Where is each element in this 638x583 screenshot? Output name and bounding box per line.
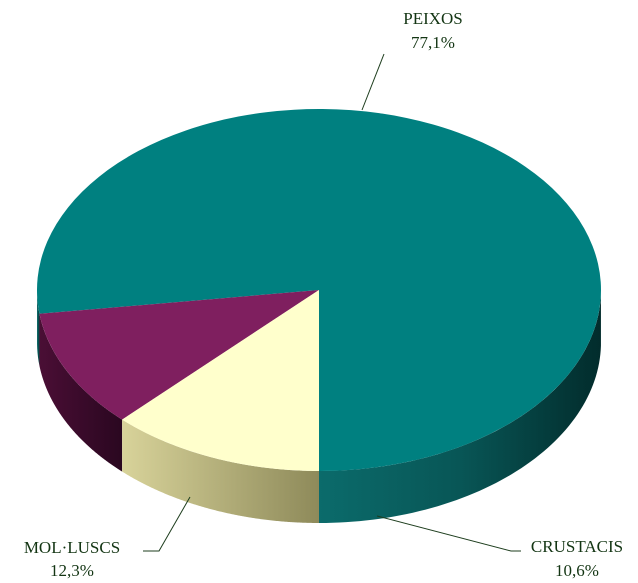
- pie-side-peixos: [37, 291, 40, 366]
- pie-side-mol-luscs: [122, 419, 320, 523]
- pie-side-crustacis: [39, 313, 123, 472]
- slice-label-crustacis: CRUSTACIS: [531, 537, 623, 556]
- pie-tops: [36, 109, 601, 472]
- leader-line-crustacis: [376, 515, 521, 552]
- leader-line-mol-luscs: [143, 496, 191, 552]
- slice-label-mol-luscs: MOL·LUSCS: [24, 538, 120, 557]
- pie-labels: PEIXOS 77,1% CRUSTACIS 10,6% MOL·LUSCS 12,3%: [24, 9, 623, 580]
- slice-value-mol-luscs: 12,3%: [50, 561, 94, 580]
- pie-sides: [37, 291, 601, 523]
- slice-value-peixos: 77,1%: [411, 33, 455, 52]
- slice-value-crustacis: 10,6%: [555, 561, 599, 580]
- pie-slice-crustacis[interactable]: [39, 290, 319, 420]
- pie-side-peixos: [319, 293, 601, 523]
- leader-line-peixos: [361, 53, 385, 111]
- slice-label-peixos: PEIXOS: [403, 9, 463, 28]
- pie-slice-mol-luscs[interactable]: [122, 290, 320, 471]
- pie-slice-peixos[interactable]: [36, 109, 601, 472]
